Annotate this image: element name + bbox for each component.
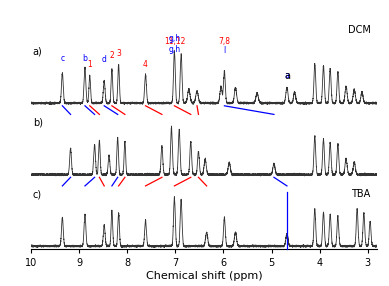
Text: c: c <box>60 53 65 63</box>
Text: a: a <box>284 71 290 81</box>
Text: g,h: g,h <box>168 45 180 54</box>
Text: 1: 1 <box>88 60 92 69</box>
Text: l: l <box>223 46 226 55</box>
Text: 3: 3 <box>116 49 121 58</box>
Text: 11,12: 11,12 <box>164 37 185 46</box>
Text: a: a <box>285 71 289 80</box>
Text: c): c) <box>33 189 42 199</box>
Text: DCM: DCM <box>347 25 370 35</box>
Text: g,h: g,h <box>168 34 180 43</box>
Text: a): a) <box>33 46 43 56</box>
X-axis label: Chemical shift (ppm): Chemical shift (ppm) <box>146 271 263 281</box>
Text: b): b) <box>33 118 43 128</box>
Text: TBA: TBA <box>351 189 370 199</box>
Text: d: d <box>102 55 107 64</box>
Text: b: b <box>82 53 88 63</box>
Text: 4: 4 <box>143 60 148 69</box>
Text: 2: 2 <box>110 51 114 60</box>
Text: 7,8: 7,8 <box>218 37 230 46</box>
